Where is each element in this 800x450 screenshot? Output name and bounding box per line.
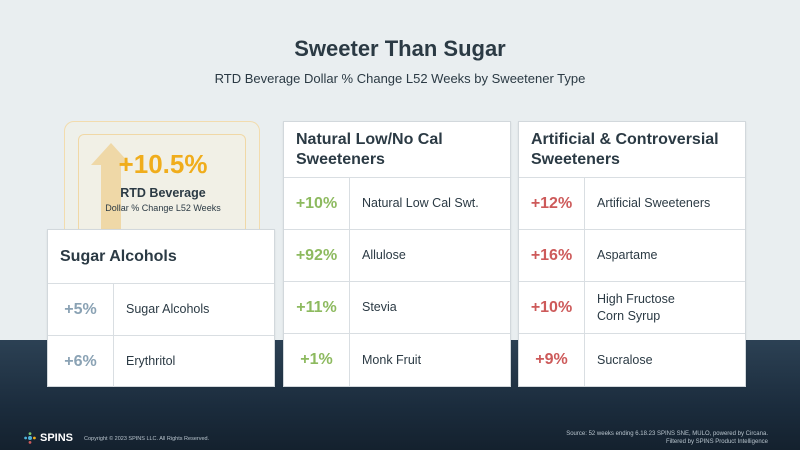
pct-value: +1% (284, 334, 350, 386)
hero-value: +10.5% (118, 149, 208, 179)
card-title: Natural Low/No Cal Sweeteners (296, 130, 443, 168)
table-row: +92% Allulose (284, 230, 510, 282)
up-arrow-icon (91, 143, 131, 233)
table-row: +10% High Fructose Corn Syrup (519, 282, 745, 334)
card-header: Sugar Alcohols (48, 230, 274, 284)
card-title: Sugar Alcohols (60, 247, 177, 265)
card-title: Artificial & Controversial Sweeteners (531, 130, 719, 168)
table-row: +5% Sugar Alcohols (48, 284, 274, 336)
logo-text: SPINS (40, 432, 74, 444)
hero-sublabel: Dollar % Change L52 Weeks (105, 203, 221, 213)
pct-value: +9% (519, 334, 585, 386)
table-row: +6% Erythritol (48, 336, 274, 387)
table-row: +1% Monk Fruit (284, 334, 510, 386)
card-sugar-alcohols: Sugar Alcohols +5% Sugar Alcohols +6% Er… (47, 229, 275, 387)
source-note: Source: 52 weeks ending 6.18.23 SPINS SN… (566, 430, 768, 446)
pct-value: +10% (284, 178, 350, 229)
spins-logo: SPINS (24, 432, 73, 444)
card-artificial-sweeteners: Artificial & Controversial Sweeteners +1… (518, 121, 746, 387)
table-row: +16% Aspartame (519, 230, 745, 282)
row-label: Erythritol (126, 354, 176, 369)
table-row: +12% Artificial Sweeteners (519, 178, 745, 230)
table-row: +10% Natural Low Cal Swt. (284, 178, 510, 230)
pct-value: +6% (48, 336, 114, 387)
pct-value: +12% (519, 178, 585, 229)
row-label: Allulose (362, 248, 406, 263)
page-title: Sweeter Than Sugar (294, 36, 506, 61)
pct-value: +16% (519, 230, 585, 281)
copyright: Copyright © 2023 SPINS LLC. All Rights R… (84, 436, 210, 442)
row-label: Aspartame (597, 248, 658, 263)
pct-value: +11% (284, 282, 350, 333)
source-line: Source: 52 weeks ending 6.18.23 SPINS SN… (566, 431, 768, 437)
source-line: Filtered by SPINS Product Intelligence (665, 439, 768, 446)
pct-value: +5% (48, 284, 114, 335)
spins-logo-icon (24, 432, 36, 444)
row-label: Natural Low Cal Swt. (362, 196, 479, 211)
row-label: Sugar Alcohols (126, 302, 210, 317)
row-label: High Fructose Corn Syrup (597, 292, 675, 323)
table-row: +11% Stevia (284, 282, 510, 334)
pct-value: +92% (284, 230, 350, 281)
row-label: Stevia (362, 300, 397, 315)
hero-card: +10.5% RTD Beverage Dollar % Change L52 … (78, 134, 246, 234)
row-label: Monk Fruit (362, 352, 422, 367)
page-subtitle: RTD Beverage Dollar % Change L52 Weeks b… (214, 71, 586, 86)
pct-value: +10% (519, 282, 585, 333)
row-label: Sucralose (597, 352, 653, 367)
hero-label: RTD Beverage (120, 186, 206, 200)
row-label: Artificial Sweeteners (597, 196, 711, 211)
card-natural-sweeteners: Natural Low/No Cal Sweeteners +10% Natur… (283, 121, 511, 387)
table-row: +9% Sucralose (519, 334, 745, 386)
card-header: Artificial & Controversial Sweeteners (519, 122, 745, 178)
card-header: Natural Low/No Cal Sweeteners (284, 122, 510, 178)
